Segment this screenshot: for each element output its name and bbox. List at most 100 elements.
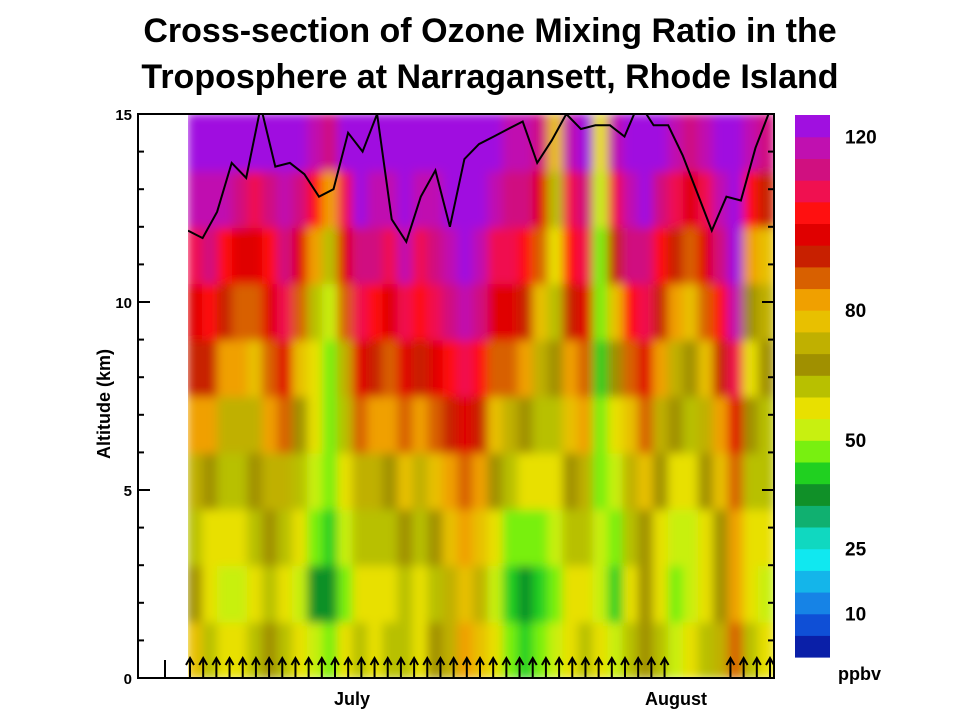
sounding-arrow — [330, 655, 340, 677]
heatmap-cell — [652, 451, 670, 510]
sounding-arrow — [554, 655, 564, 677]
heatmap-cell — [758, 507, 774, 567]
heatmap-cell — [337, 282, 355, 341]
heatmap-cell — [442, 507, 460, 567]
heatmap-cell — [188, 564, 204, 623]
heatmap-cell — [322, 282, 340, 341]
heatmap-cell — [697, 395, 715, 454]
heatmap-cell — [592, 507, 610, 567]
sounding-arrow — [448, 655, 459, 677]
heatmap-cell — [397, 338, 415, 397]
y-tick-label: 10 — [115, 295, 132, 312]
heatmap-cell — [427, 451, 445, 510]
heatmap-cell — [427, 338, 445, 397]
heatmap-cell — [322, 338, 340, 397]
sounding-arrow — [369, 655, 380, 677]
heatmap-cell — [592, 338, 610, 397]
heatmap-cell — [382, 225, 400, 285]
heatmap-cell — [682, 620, 700, 678]
heatmap-cell — [742, 338, 760, 397]
colorbar-swatch — [795, 353, 830, 376]
heatmap-cell — [607, 620, 625, 678]
heatmap-cell — [502, 507, 520, 567]
colorbar-label: 25 — [845, 540, 867, 561]
heatmap-cell — [562, 395, 580, 454]
heatmap-cell — [532, 282, 550, 341]
heatmap-cell — [577, 564, 595, 623]
sounding-arrow — [237, 655, 248, 677]
heatmap-cell — [367, 451, 385, 510]
heatmap-cell — [277, 507, 295, 567]
heatmap-cell — [277, 169, 295, 228]
heatmap-cell — [758, 564, 774, 623]
heatmap-cell — [277, 282, 295, 341]
heatmap-cell — [487, 395, 505, 454]
heatmap-field — [188, 114, 774, 678]
heatmap-cell — [727, 225, 745, 285]
colorbar-swatch — [795, 418, 830, 441]
heatmap-cell — [742, 564, 760, 623]
heatmap-cell — [758, 338, 774, 397]
heatmap-cell — [742, 169, 760, 228]
heatmap-cell — [352, 225, 370, 285]
sounding-arrow — [224, 655, 235, 677]
heatmap-cell — [412, 282, 430, 341]
heatmap-cell — [262, 395, 280, 454]
heatmap-cell — [577, 282, 595, 341]
heatmap-cell — [577, 225, 595, 285]
heatmap-cell — [367, 169, 385, 228]
heatmap-cell — [322, 451, 340, 510]
sounding-arrow — [356, 655, 367, 677]
heatmap-cell — [397, 395, 415, 454]
heatmap-cell — [487, 338, 505, 397]
heatmap-cell — [412, 338, 430, 397]
heatmap-cell — [652, 507, 670, 567]
heatmap-cell — [202, 564, 219, 623]
heatmap-cell — [517, 507, 535, 567]
sounding-arrow — [751, 655, 762, 677]
heatmap-cell — [412, 507, 430, 567]
heatmap-cell — [232, 395, 250, 454]
heatmap-cell — [352, 451, 370, 510]
heatmap-cell — [637, 451, 655, 510]
heatmap-cell — [562, 564, 580, 623]
heatmap-cell — [487, 114, 505, 172]
heatmap-cell — [758, 225, 774, 285]
heatmap-cell — [277, 338, 295, 397]
heatmap-cell — [427, 169, 445, 228]
heatmap-cell — [712, 507, 730, 567]
heatmap-cell — [292, 507, 310, 567]
heatmap-cell — [427, 564, 445, 623]
chart-title-line-2: Troposphere at Narragansett, Rhode Islan… — [141, 58, 839, 96]
heatmap-cell — [322, 114, 340, 172]
heatmap-cell — [442, 620, 460, 678]
heatmap-cell — [562, 282, 580, 341]
heatmap-cell — [442, 225, 460, 285]
heatmap-cell — [292, 564, 310, 623]
heatmap-cell — [442, 564, 460, 623]
colorbar-swatch — [795, 180, 830, 203]
sounding-arrow — [475, 655, 485, 677]
heatmap-cell — [652, 114, 670, 172]
heatmap-cell — [247, 395, 265, 454]
heatmap-cell — [472, 564, 490, 623]
heatmap-cell — [427, 282, 445, 341]
heatmap-cell — [472, 338, 490, 397]
heatmap-cell — [442, 282, 460, 341]
heatmap-cell — [262, 338, 280, 397]
heatmap-cell — [337, 169, 355, 228]
heatmap-cell — [487, 282, 505, 341]
heatmap-cell — [517, 451, 535, 510]
plot-frame — [137, 113, 775, 679]
heatmap-cell — [337, 507, 355, 567]
sounding-arrow — [514, 655, 525, 677]
colorbar-swatch — [795, 570, 830, 593]
heatmap-cell — [427, 620, 445, 678]
heatmap-cell — [532, 169, 550, 228]
heatmap-cell — [427, 114, 445, 172]
heatmap-cell — [577, 338, 595, 397]
colorbar-label: 50 — [845, 431, 866, 452]
heatmap-cell — [307, 225, 325, 285]
heatmap-cell — [188, 451, 204, 510]
heatmap-cell — [758, 395, 774, 454]
